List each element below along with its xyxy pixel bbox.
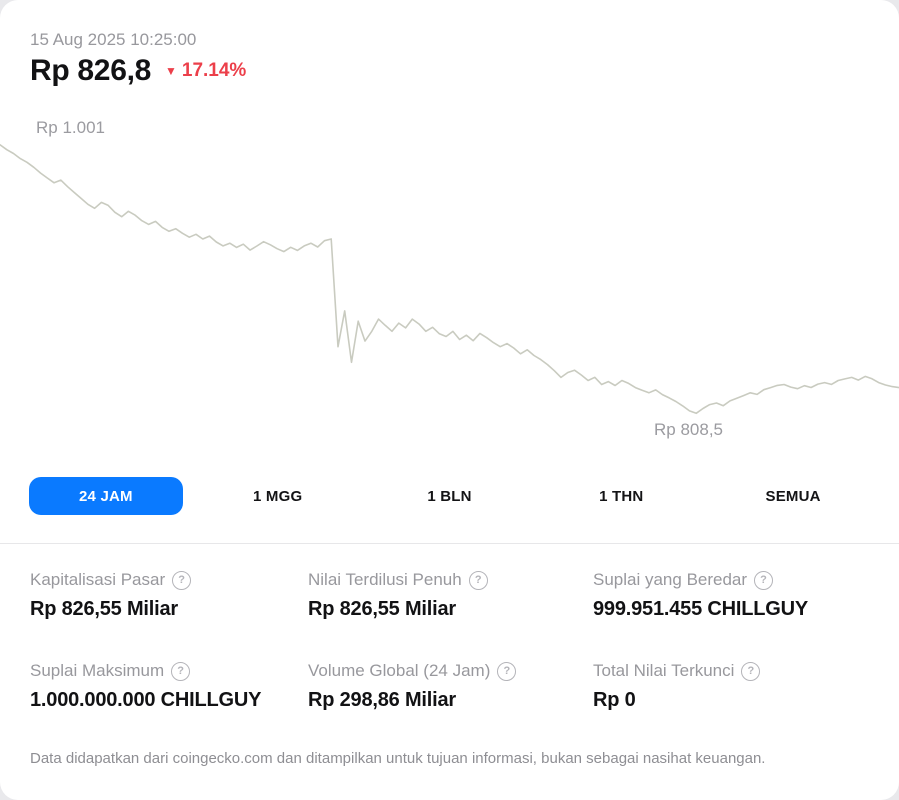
help-icon[interactable]: ?	[754, 570, 774, 590]
price-row: Rp 826,8 ▼ 17.14%	[30, 54, 246, 88]
down-arrow-icon: ▼	[165, 64, 177, 78]
stats-grid: Kapitalisasi Pasar ? Rp 826,55 Miliar Ni…	[30, 570, 869, 712]
stat-fully-diluted: Nilai Terdilusi Penuh ? Rp 826,55 Miliar	[308, 570, 593, 621]
price-change-percent: 17.14%	[181, 60, 247, 81]
price-change: ▼ 17.14%	[165, 60, 246, 82]
help-icon[interactable]: ?	[171, 661, 191, 681]
current-price: Rp 826,8	[30, 54, 151, 87]
timeframe-tabs: 24 JAM 1 MGG 1 BLN 1 THN SEMUA	[20, 476, 879, 516]
disclaimer-text: Data didapatkan dari coingecko.com dan d…	[30, 750, 766, 767]
stat-value: Rp 0	[593, 689, 636, 711]
stat-label-text: Total Nilai Terkunci	[593, 661, 735, 680]
price-timestamp: 15 Aug 2025 10:25:00	[30, 30, 197, 49]
stat-label: Volume Global (24 Jam) ?	[308, 661, 593, 681]
stat-circulating-supply: Suplai yang Beredar ? 999.951.455 CHILLG…	[593, 570, 869, 621]
help-icon[interactable]: ?	[741, 661, 761, 681]
price-line	[0, 143, 899, 415]
stat-market-cap: Kapitalisasi Pasar ? Rp 826,55 Miliar	[30, 570, 308, 621]
stat-label: Kapitalisasi Pasar ?	[30, 570, 308, 590]
help-icon[interactable]: ?	[172, 570, 192, 590]
chart-low-label: Rp 808,5	[654, 420, 723, 439]
price-chart-area[interactable]: Rp 1.001 Rp 808,5	[0, 118, 899, 439]
stat-label-text: Suplai yang Beredar	[593, 570, 748, 589]
stat-label: Suplai Maksimum ?	[30, 661, 308, 681]
stat-total-value-locked: Total Nilai Terkunci ? Rp 0	[593, 661, 869, 712]
tab-1-bln[interactable]: 1 BLN	[427, 487, 472, 505]
help-icon[interactable]: ?	[497, 661, 517, 681]
stat-label-text: Kapitalisasi Pasar	[30, 570, 166, 589]
stat-label: Total Nilai Terkunci ?	[593, 661, 869, 681]
stat-label: Nilai Terdilusi Penuh ?	[308, 570, 593, 590]
tab-1-thn[interactable]: 1 THN	[599, 487, 644, 505]
stat-value: Rp 826,55 Miliar	[30, 598, 178, 620]
stat-value: 999.951.455 CHILLGUY	[593, 598, 808, 620]
stat-value: Rp 298,86 Miliar	[308, 689, 456, 711]
stat-global-volume: Volume Global (24 Jam) ? Rp 298,86 Milia…	[308, 661, 593, 712]
chart-high-label: Rp 1.001	[36, 118, 105, 137]
divider	[0, 543, 899, 544]
price-chart	[0, 143, 899, 415]
tab-1-mgg[interactable]: 1 MGG	[253, 487, 303, 505]
tab-semua[interactable]: SEMUA	[765, 487, 821, 505]
stat-label-text: Volume Global (24 Jam)	[308, 661, 491, 680]
stat-max-supply: Suplai Maksimum ? 1.000.000.000 CHILLGUY	[30, 661, 308, 712]
tab-24-jam[interactable]: 24 JAM	[28, 477, 183, 515]
stat-label-text: Suplai Maksimum	[30, 661, 165, 680]
stat-label-text: Nilai Terdilusi Penuh	[308, 570, 462, 589]
help-icon[interactable]: ?	[468, 570, 488, 590]
stat-value: Rp 826,55 Miliar	[308, 598, 456, 620]
stat-value: 1.000.000.000 CHILLGUY	[30, 689, 262, 711]
stat-label: Suplai yang Beredar ?	[593, 570, 869, 590]
